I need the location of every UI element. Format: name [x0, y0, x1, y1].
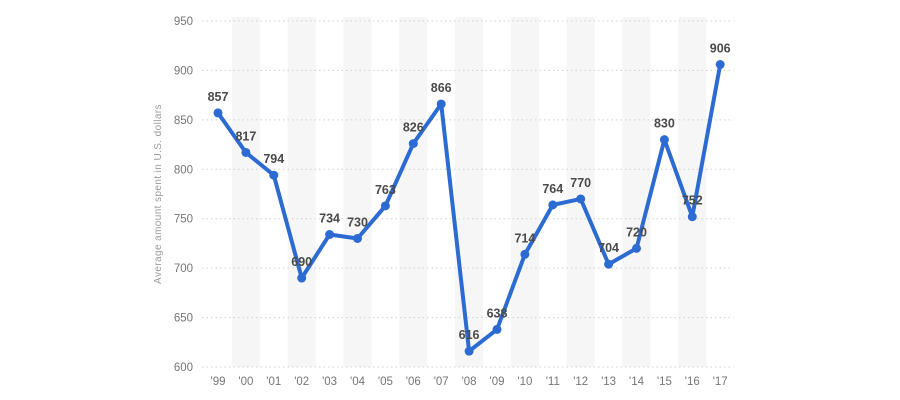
gridlines: [202, 20, 734, 368]
y-tick-label: 700: [174, 263, 193, 275]
x-tick-label: '16: [685, 376, 700, 388]
data-point-label: 734: [319, 212, 340, 226]
plot-band: [399, 17, 428, 367]
data-point-marker[interactable]: [520, 249, 530, 259]
data-point-label: 638: [487, 306, 508, 320]
data-point-label: 704: [598, 241, 619, 255]
data-point-marker[interactable]: [632, 243, 641, 253]
data-point-label: 817: [235, 129, 256, 143]
x-tick-label: '17: [713, 376, 728, 388]
y-tick-label: 750: [174, 214, 193, 226]
data-point-label: 770: [570, 176, 591, 190]
data-point-labels: 857 817 794 690 734 730 763 826 866 616 638 714 764 7…: [208, 41, 731, 342]
y-axis-ticks: 600 650 700 750 800 850 900 950: [174, 16, 193, 374]
plot-band: [455, 17, 484, 367]
y-tick-label: 650: [174, 313, 193, 325]
x-tick-label: '14: [629, 376, 645, 388]
data-point-label: 826: [403, 121, 424, 135]
plot-bands: [231, 17, 707, 367]
x-tick-label: '03: [322, 376, 337, 388]
plot-band: [231, 17, 260, 367]
y-tick-label: 800: [174, 164, 193, 176]
x-tick-label: '99: [211, 376, 226, 388]
data-point-label: 764: [542, 182, 563, 196]
y-tick-label: 600: [174, 362, 193, 374]
x-axis-ticks: '99 '00 '01 '02 '03 '04 '05 '06 '07 '08 '09 '10 '11 '…: [211, 376, 728, 388]
x-tick-label: '15: [657, 376, 672, 388]
data-point-label: 714: [514, 231, 535, 245]
data-point-marker[interactable]: [297, 273, 307, 283]
data-point-label: 690: [291, 255, 312, 269]
data-point-label: 830: [654, 117, 675, 131]
data-point-marker[interactable]: [715, 59, 725, 69]
x-tick-label: '07: [434, 376, 449, 388]
y-axis-title: Average amount spent in U.S. dollars: [153, 104, 164, 284]
plot-band: [287, 17, 316, 367]
series: [213, 59, 725, 356]
data-point-marker[interactable]: [325, 230, 335, 240]
data-point-label: 730: [347, 215, 368, 229]
x-tick-label: '12: [573, 376, 588, 388]
data-point-marker[interactable]: [436, 99, 446, 109]
data-point-marker[interactable]: [492, 324, 502, 334]
data-point-label: 906: [710, 41, 731, 55]
data-point-marker[interactable]: [576, 194, 586, 204]
y-tick-label: 850: [174, 115, 193, 127]
data-point-marker[interactable]: [464, 346, 474, 356]
x-tick-label: '06: [406, 376, 421, 388]
x-tick-label: '10: [517, 376, 532, 388]
x-tick-label: '13: [601, 376, 616, 388]
data-point-label: 763: [375, 183, 396, 197]
x-tick-label: '05: [378, 376, 393, 388]
x-tick-label: '02: [294, 376, 309, 388]
plot-band: [510, 17, 539, 367]
data-point-marker[interactable]: [408, 139, 418, 149]
data-point-marker[interactable]: [353, 233, 362, 243]
x-tick-label: '00: [238, 376, 253, 388]
data-point-label: 752: [682, 194, 703, 208]
data-point-marker[interactable]: [604, 259, 614, 269]
plot-band: [343, 17, 372, 367]
y-tick-label: 900: [174, 65, 193, 77]
data-point-label: 616: [459, 328, 480, 342]
plot-band: [566, 17, 595, 367]
data-point-label: 857: [208, 90, 229, 104]
data-point-marker[interactable]: [213, 108, 223, 118]
data-point-marker[interactable]: [659, 135, 669, 145]
data-point-label: 720: [626, 225, 647, 239]
data-point-marker[interactable]: [241, 147, 251, 157]
data-point-marker[interactable]: [548, 200, 558, 210]
x-tick-label: '11: [546, 376, 560, 388]
data-point-marker[interactable]: [380, 201, 390, 211]
data-point-label: 794: [263, 152, 284, 166]
plot-band: [622, 17, 651, 367]
x-tick-label: '04: [350, 376, 366, 388]
y-tick-label: 950: [174, 16, 193, 28]
data-point-marker[interactable]: [269, 170, 279, 180]
data-point-marker[interactable]: [687, 212, 697, 222]
x-tick-label: '08: [462, 376, 477, 388]
x-tick-label: '09: [490, 376, 505, 388]
data-point-label: 866: [431, 81, 452, 95]
x-tick-label: '01: [266, 376, 281, 388]
